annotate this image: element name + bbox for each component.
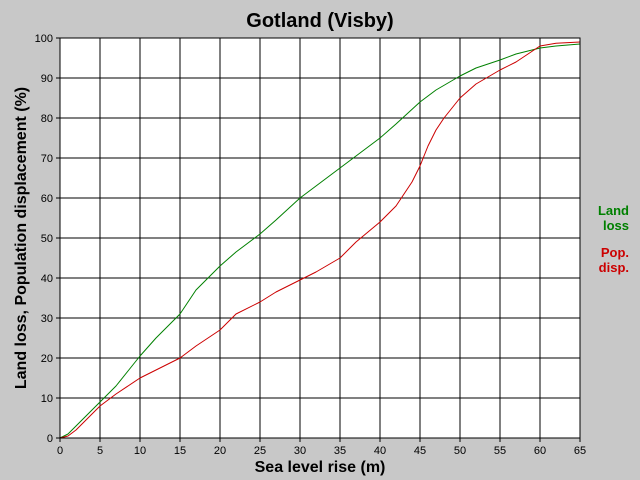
y-tick-label: 100 bbox=[35, 33, 53, 45]
y-tick-label: 30 bbox=[41, 313, 53, 325]
y-tick-label: 60 bbox=[41, 193, 53, 205]
y-tick-label: 90 bbox=[41, 73, 53, 85]
series-line-pop-disp bbox=[59, 41, 581, 439]
x-tick-label: 0 bbox=[57, 445, 63, 457]
x-tick-label: 55 bbox=[494, 445, 506, 457]
y-axis-label: Land loss, Population displacement (%) bbox=[13, 87, 30, 389]
x-tick-label: 10 bbox=[134, 445, 146, 457]
grid bbox=[60, 38, 580, 438]
plot-frame bbox=[59, 37, 581, 439]
legend-line: loss bbox=[603, 218, 629, 233]
x-tick-label: 35 bbox=[334, 445, 346, 457]
x-tick-label: 60 bbox=[534, 445, 546, 457]
y-tick-label: 0 bbox=[47, 433, 53, 445]
x-tick-label: 30 bbox=[294, 445, 306, 457]
legend-line: Land bbox=[598, 203, 629, 218]
legend-line: Pop. bbox=[601, 245, 629, 260]
legend-entry-pop-disp: Pop. disp. bbox=[599, 245, 629, 275]
x-tick-label: 25 bbox=[254, 445, 266, 457]
y-tick-label: 80 bbox=[41, 113, 53, 125]
x-tick-label: 20 bbox=[214, 445, 226, 457]
y-tick-label: 20 bbox=[41, 353, 53, 365]
series-group bbox=[59, 41, 581, 439]
chart-title: Gotland (Visby) bbox=[246, 10, 393, 32]
legend-line: disp. bbox=[599, 260, 629, 275]
legend-entry-land-loss: Land loss bbox=[598, 203, 629, 233]
x-tick-label: 5 bbox=[97, 445, 103, 457]
x-tick-label: 65 bbox=[574, 445, 586, 457]
y-tick-label: 70 bbox=[41, 153, 53, 165]
x-tick-label: 40 bbox=[374, 445, 386, 457]
y-tick-label: 40 bbox=[41, 273, 53, 285]
x-axis-ticks: 0 5 10 15 20 25 30 35 40 45 50 55 60 65 bbox=[57, 438, 586, 457]
x-tick-label: 50 bbox=[454, 445, 466, 457]
series-line-land-loss bbox=[59, 43, 581, 439]
x-tick-label: 15 bbox=[174, 445, 186, 457]
y-tick-label: 50 bbox=[41, 233, 53, 245]
x-tick-label: 45 bbox=[414, 445, 426, 457]
x-axis-label: Sea level rise (m) bbox=[255, 459, 386, 476]
legend: Land loss Pop. disp. bbox=[598, 203, 629, 275]
y-tick-label: 10 bbox=[41, 393, 53, 405]
y-axis-ticks: 0 10 20 30 40 50 60 70 80 90 100 bbox=[35, 33, 60, 445]
